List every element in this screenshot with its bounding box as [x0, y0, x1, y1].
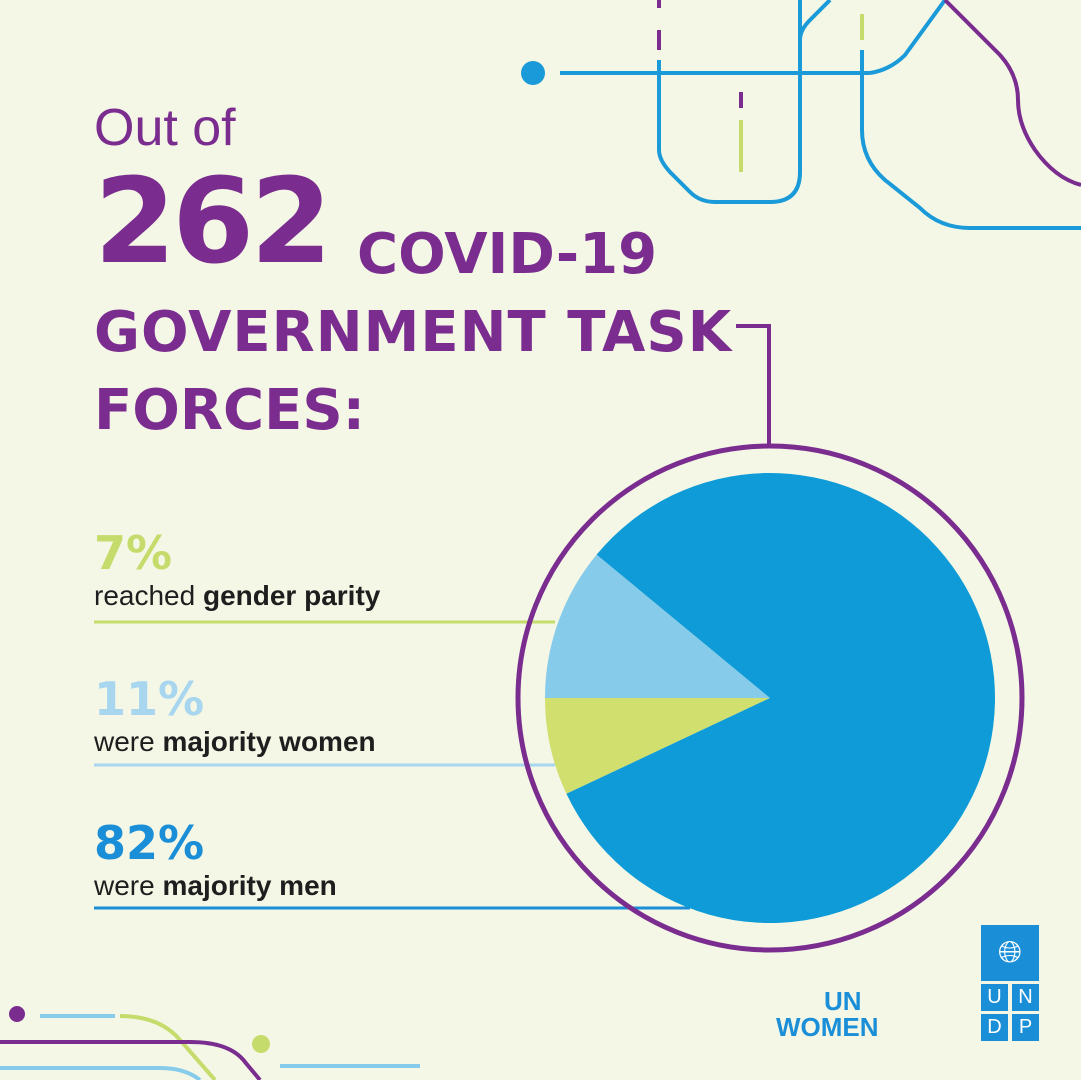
stat-percent: 82%: [94, 816, 205, 870]
undp-logo: 🌐︎ U N D P: [981, 925, 1039, 1041]
headline-line-forces: FORCES:: [94, 378, 366, 443]
stat-gender-parity: 7% reached gender parity: [94, 530, 380, 612]
stat-description: reached gender parity: [94, 580, 381, 611]
pie-slice-gender-parity: [545, 698, 770, 794]
stat-majority-men: 82% were majority men: [94, 820, 337, 902]
purple-dot: [9, 1006, 25, 1022]
pie-outer-ring: [515, 443, 1025, 953]
stat-description: were majority men: [94, 870, 337, 901]
blue-dot: [521, 61, 545, 85]
headline-number: 262: [94, 152, 332, 290]
pie-slice-majority-women: [545, 554, 770, 698]
un-emblem-icon: 🌐︎: [981, 925, 1039, 981]
headline-line-government: GOVERNMENT TASK: [94, 300, 733, 365]
stat-percent: 7%: [94, 526, 173, 580]
lime-dot: [252, 1035, 270, 1053]
pie-slice-majority-men: [566, 473, 995, 924]
headline-line-covid: COVID-19: [357, 222, 658, 287]
headline-out-of: Out of: [94, 99, 236, 157]
connector-bracket: [736, 324, 771, 444]
stat-majority-women: 11% were majority women: [94, 676, 376, 758]
stat-description: were majority women: [94, 726, 376, 757]
stat-percent: 11%: [94, 672, 205, 726]
un-women-logo: UN WOMEN: [776, 986, 879, 1042]
